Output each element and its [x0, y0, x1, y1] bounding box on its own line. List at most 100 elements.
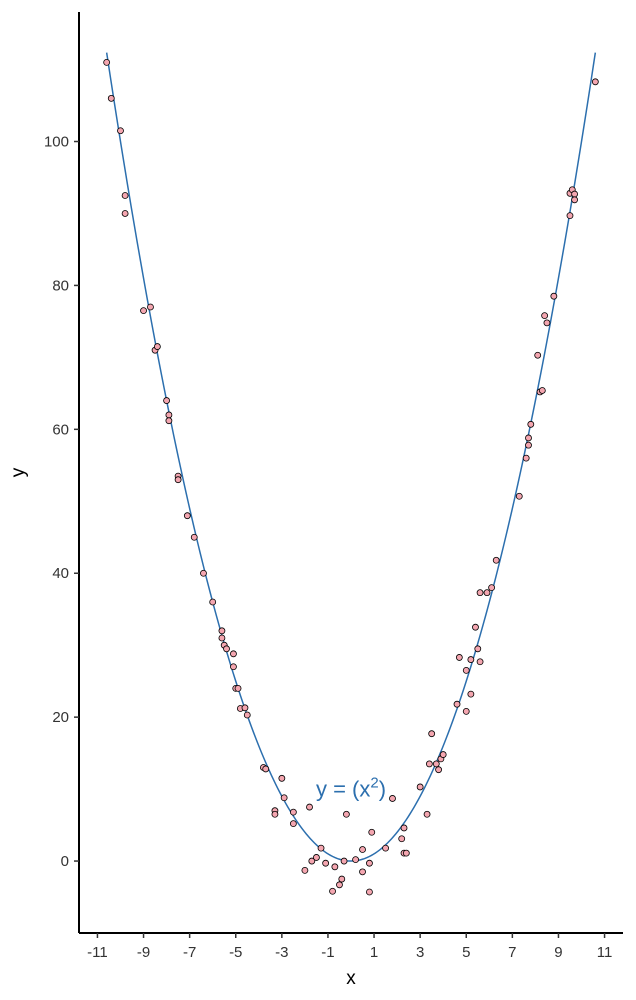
data-point [278, 774, 286, 782]
x-tick-label: 11 [597, 944, 613, 961]
data-point [368, 828, 376, 836]
data-point [301, 867, 309, 874]
data-point [147, 303, 154, 311]
data-point [359, 868, 366, 876]
data-point [174, 476, 182, 484]
x-tick-label: 5 [462, 944, 470, 961]
data-point [483, 589, 491, 597]
data-point [472, 623, 479, 631]
data-point [400, 824, 408, 832]
data-point [234, 684, 242, 692]
data-point [183, 512, 191, 520]
y-axis-ticks: 0 20 40 60 80 100 [44, 134, 79, 870]
data-point [359, 846, 366, 853]
data-point [398, 835, 406, 843]
data-point [462, 666, 470, 674]
x-tick-label: 7 [508, 944, 516, 961]
data-point [271, 810, 279, 818]
data-point [313, 854, 320, 861]
y-axis-title: y [8, 467, 29, 477]
y-tick-label: 20 [52, 709, 69, 726]
data-points-layer [103, 58, 599, 896]
data-point [223, 645, 230, 653]
data-point [416, 783, 424, 791]
y-tick-label: 60 [52, 421, 69, 438]
data-point [453, 700, 461, 708]
fit-label-prefix: y = (x [316, 776, 370, 801]
x-tick-label: -7 [183, 944, 196, 961]
data-point [525, 434, 532, 442]
y-tick-label: 0 [61, 853, 69, 870]
data-point [336, 881, 343, 889]
data-point [352, 856, 360, 864]
data-point [462, 707, 470, 715]
data-point [366, 859, 373, 867]
data-point [306, 803, 313, 811]
data-point [342, 810, 350, 818]
data-point [230, 663, 237, 671]
data-point [289, 820, 297, 828]
x-tick-label: -5 [229, 944, 242, 961]
x-axis-title: x [346, 968, 356, 989]
data-point [550, 292, 558, 300]
data-point [230, 650, 237, 658]
data-point [467, 656, 475, 663]
x-tick-label: 1 [370, 944, 378, 961]
data-point [163, 397, 170, 404]
data-point [338, 875, 346, 883]
data-point [423, 810, 431, 818]
data-point [165, 411, 173, 419]
data-point [515, 492, 523, 500]
data-point [538, 387, 546, 394]
data-point [435, 766, 442, 774]
data-point [527, 420, 535, 428]
data-point [308, 857, 316, 865]
data-point [366, 888, 373, 896]
data-point [476, 589, 484, 597]
data-point [402, 849, 410, 857]
data-point [439, 751, 447, 758]
fit-curve-layer [105, 52, 597, 862]
data-point [209, 598, 217, 606]
data-point [432, 760, 440, 768]
data-point [317, 844, 325, 852]
data-point [262, 765, 270, 773]
data-point [571, 190, 578, 198]
fit-label-superscript: 2 [370, 774, 378, 791]
data-point [488, 584, 496, 592]
data-point [121, 210, 129, 217]
data-point [525, 441, 532, 449]
x-tick-label: -11 [87, 944, 108, 961]
data-point [153, 343, 161, 350]
data-point [382, 844, 389, 852]
y-tick-label: 40 [52, 565, 69, 582]
data-point [280, 794, 288, 802]
data-point [322, 859, 330, 867]
y-tick-label: 100 [44, 134, 69, 151]
data-point [566, 212, 574, 220]
data-point [428, 730, 436, 738]
data-point [165, 417, 173, 425]
data-point [522, 454, 530, 462]
data-point [541, 312, 549, 320]
data-point [218, 627, 226, 635]
y-tick-label: 80 [52, 277, 69, 294]
x-tick-label: -1 [321, 944, 334, 961]
data-point [117, 127, 124, 135]
x-tick-label: -3 [275, 944, 288, 961]
data-point [389, 795, 396, 802]
data-point [200, 569, 207, 577]
data-point [474, 645, 482, 653]
data-point [218, 634, 226, 642]
data-point [121, 192, 129, 199]
x-tick-label: 3 [416, 944, 424, 961]
fit-equation-label: y = (x2) [316, 774, 386, 801]
data-point [241, 704, 249, 712]
data-point [455, 654, 463, 661]
data-point [340, 857, 348, 865]
data-point [329, 887, 336, 895]
data-point [243, 711, 251, 719]
data-point [591, 78, 599, 86]
data-point [534, 351, 542, 359]
